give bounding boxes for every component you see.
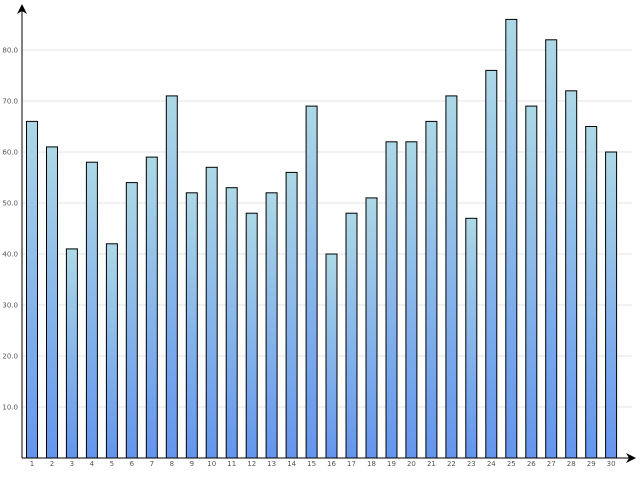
bar-14 — [285, 171, 298, 459]
y-tick-label: 60.0 — [2, 149, 18, 157]
bar-28 — [565, 90, 578, 459]
y-tick-label: 50.0 — [2, 200, 18, 208]
x-tick-label: 25 — [507, 460, 516, 468]
bar-21 — [425, 120, 438, 459]
bar-30 — [605, 151, 618, 459]
x-tick-label: 21 — [427, 460, 436, 468]
bar-8 — [165, 95, 178, 459]
x-tick-label: 24 — [487, 460, 496, 468]
x-tick-label: 26 — [527, 460, 536, 468]
x-tick-label: 15 — [307, 460, 316, 468]
bar-29 — [585, 126, 598, 459]
x-tick-label: 22 — [447, 460, 456, 468]
bar-20 — [405, 141, 418, 459]
bar-1 — [26, 120, 38, 459]
bar-22 — [445, 95, 458, 459]
x-tick-label: 13 — [267, 460, 276, 468]
x-tick-label: 6 — [130, 460, 135, 468]
bars — [26, 18, 618, 459]
bar-26 — [525, 105, 538, 459]
x-tick-label: 5 — [110, 460, 114, 468]
bar-27 — [545, 39, 558, 459]
bar-18 — [365, 197, 378, 459]
x-tick-label: 18 — [367, 460, 376, 468]
y-tick-label: 30.0 — [2, 302, 18, 310]
x-tick-label: 10 — [207, 460, 216, 468]
bar-6 — [125, 182, 138, 459]
bar-19 — [385, 141, 398, 459]
y-axis-arrow-icon — [17, 4, 27, 14]
y-tick-label: 20.0 — [2, 353, 18, 361]
x-tick-label: 12 — [247, 460, 256, 468]
y-tick-label: 80.0 — [2, 47, 18, 55]
bar-15 — [305, 105, 318, 459]
x-tick-label: 19 — [387, 460, 396, 468]
axes — [17, 4, 636, 463]
x-tick-label: 1 — [30, 460, 34, 468]
bar-2 — [46, 146, 58, 459]
bar-16 — [325, 253, 338, 459]
x-tick-label: 7 — [150, 460, 154, 468]
y-tick-label: 70.0 — [2, 98, 18, 106]
x-tick-label: 11 — [227, 460, 236, 468]
bar-17 — [345, 212, 358, 459]
x-tick-label: 23 — [467, 460, 476, 468]
bar-4 — [85, 161, 98, 459]
x-tick-label: 29 — [587, 460, 596, 468]
bar-7 — [145, 156, 158, 459]
x-tick-labels: 1 2 3 4 5 6 7 8 9 10 11 12 13 14 15 16 17 18 19 20 21 22 23 24 2… — [30, 460, 616, 468]
x-tick-label: 4 — [90, 460, 95, 468]
x-tick-label: 27 — [547, 460, 556, 468]
x-tick-label: 9 — [190, 460, 194, 468]
bar-5 — [105, 243, 118, 459]
y-tick-label: 40.0 — [2, 251, 18, 259]
x-tick-label: 28 — [567, 460, 576, 468]
x-axis-arrow-icon — [626, 453, 636, 463]
bar-25 — [505, 18, 518, 459]
x-tick-label: 20 — [407, 460, 416, 468]
x-tick-label: 16 — [327, 460, 336, 468]
y-tick-label: 10.0 — [2, 404, 18, 412]
x-tick-label: 2 — [50, 460, 54, 468]
bar-23 — [465, 217, 478, 459]
bar-24 — [485, 69, 498, 459]
bar-11 — [225, 187, 238, 459]
y-tick-labels: 10.0 20.0 30.0 40.0 50.0 60.0 70.0 80.0 — [2, 47, 18, 412]
bar-10 — [205, 166, 218, 459]
bar-13 — [265, 192, 278, 459]
bar-3 — [65, 248, 78, 459]
x-tick-label: 17 — [347, 460, 356, 468]
x-tick-label: 8 — [170, 460, 174, 468]
x-tick-label: 3 — [70, 460, 74, 468]
x-tick-label: 30 — [607, 460, 616, 468]
bar-9 — [185, 192, 198, 459]
bar-12 — [245, 212, 258, 459]
x-tick-label: 14 — [287, 460, 296, 468]
